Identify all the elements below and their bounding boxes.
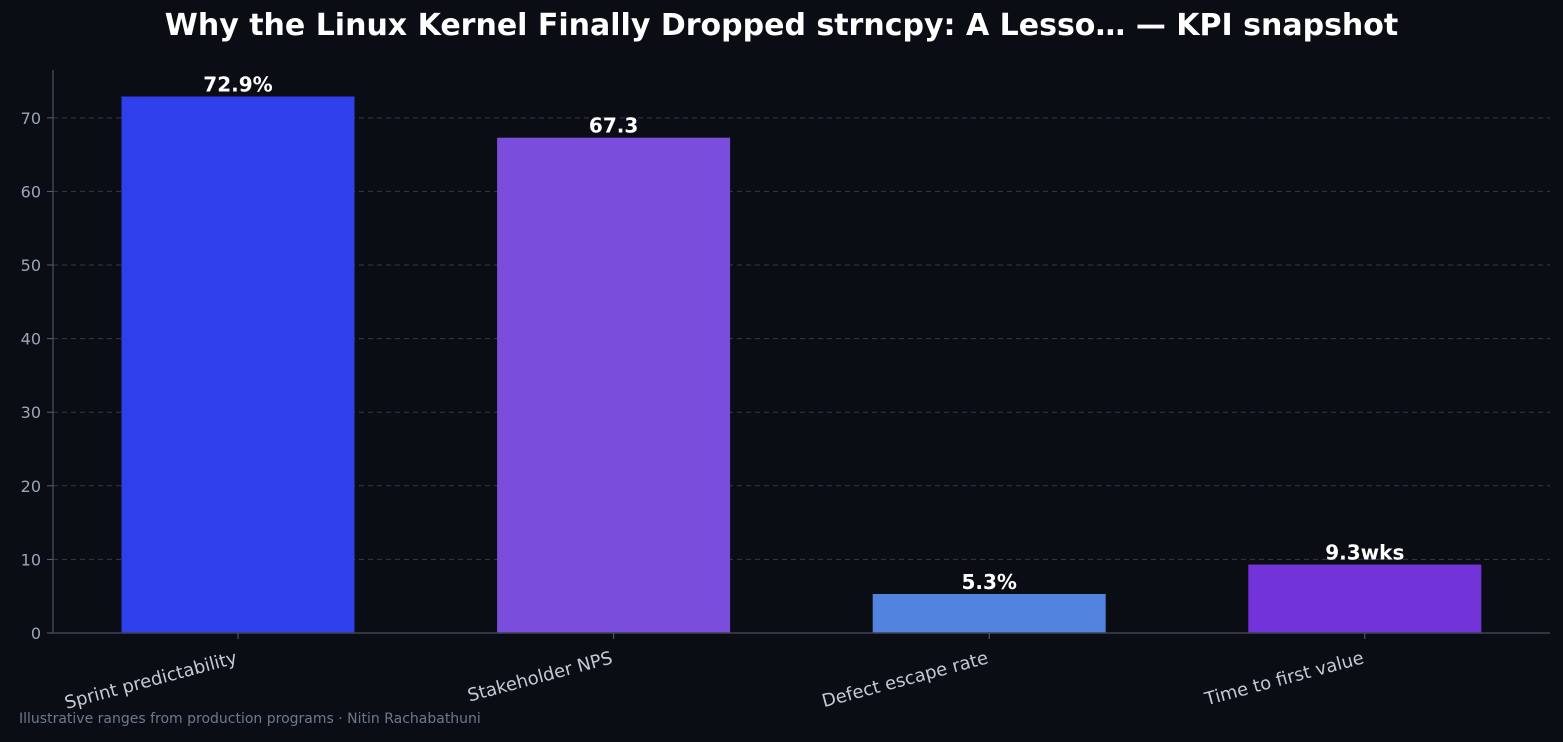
x-tick-label: Time to first value [1202,648,1366,711]
data-label: 67.3 [589,114,638,138]
y-axis-ticks: 0 10 20 30 40 50 60 70 [21,109,53,643]
bar [121,96,355,633]
y-tick-label: 20 [21,477,41,496]
y-tick-label: 10 [21,550,41,569]
x-axis-ticks: Sprint predictability Stakeholder NPS Defe… [62,633,1366,714]
y-tick-label: 50 [21,256,41,275]
footer-note: Illustrative ranges from production prog… [19,711,481,727]
bar [1248,564,1482,633]
y-tick-label: 60 [21,182,41,201]
bar [497,137,731,633]
axes [52,70,1550,634]
bars [121,96,1482,633]
data-label: 9.3wks [1325,541,1404,565]
data-labels: 72.9% 67.3 5.3% 9.3wks [203,72,1404,594]
y-tick-label: 40 [21,330,41,349]
data-label: 5.3% [961,570,1016,594]
bar [872,593,1106,633]
chart-title: Why the Linux Kernel Finally Dropped str… [164,8,1399,43]
gridlines [53,117,1550,560]
x-tick-label: Defect escape rate [820,648,991,713]
y-tick-label: 70 [21,109,41,128]
data-label: 72.9% [203,72,272,96]
x-tick-label: Stakeholder NPS [465,648,615,707]
x-tick-label: Sprint predictability [62,647,239,713]
y-tick-label: 30 [21,403,41,422]
y-tick-label: 0 [31,624,41,643]
